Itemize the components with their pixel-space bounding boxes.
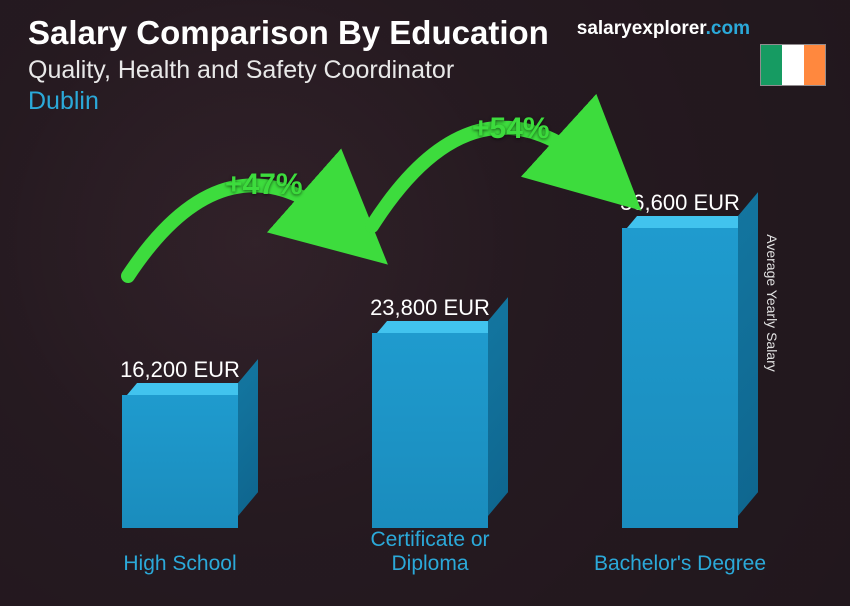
- bar-label-0: High School: [80, 552, 280, 576]
- bar-value-0: 16,200 EUR: [120, 357, 240, 383]
- bar-1: 23,800 EUR Certificate or Diploma: [350, 295, 510, 528]
- bar-0: 16,200 EUR High School: [100, 357, 260, 528]
- bar-shape-2: [622, 228, 738, 528]
- chart-location: Dublin: [28, 87, 822, 116]
- bar-value-2: 36,600 EUR: [620, 190, 740, 216]
- bar-2: 36,600 EUR Bachelor's Degree: [600, 190, 760, 528]
- pct-label-1: +54%: [472, 112, 550, 146]
- chart-subtitle: Quality, Health and Safety Coordinator: [28, 56, 822, 85]
- bar-label-1: Certificate or Diploma: [330, 528, 530, 576]
- branding-logo: salaryexplorer.com: [577, 18, 750, 40]
- bar-chart: 16,200 EUR High School 23,800 EUR Certif…: [60, 130, 770, 576]
- pct-label-0: +47%: [225, 168, 303, 202]
- bar-shape-0: [122, 395, 238, 528]
- bar-label-2: Bachelor's Degree: [580, 552, 780, 576]
- bar-value-1: 23,800 EUR: [370, 295, 490, 321]
- bar-shape-1: [372, 333, 488, 528]
- ireland-flag-icon: [760, 44, 826, 86]
